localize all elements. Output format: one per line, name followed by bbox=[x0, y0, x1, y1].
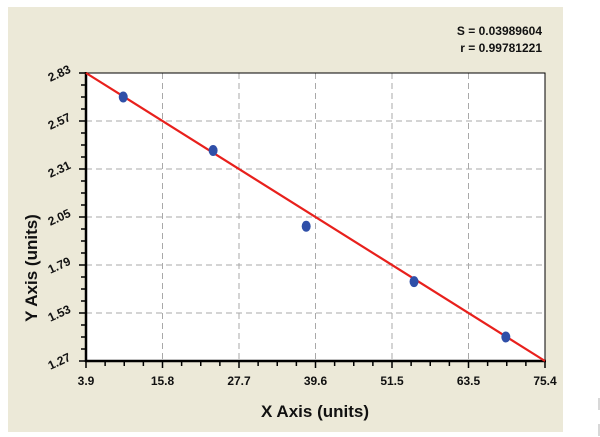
y-tick-label: 1.79 bbox=[46, 254, 73, 277]
correlation-label: r = 0.99781221 bbox=[460, 41, 542, 55]
y-tick-label: 2.57 bbox=[46, 110, 73, 133]
x-axis-title: X Axis (units) bbox=[261, 402, 369, 421]
x-tick-label: 51.5 bbox=[380, 374, 404, 388]
data-point bbox=[118, 91, 128, 103]
x-tick-label: 15.8 bbox=[151, 374, 175, 388]
edge-artifact bbox=[598, 424, 600, 436]
data-point bbox=[208, 145, 218, 157]
y-axis-title: Y Axis (units) bbox=[22, 214, 41, 322]
y-tick-label: 1.27 bbox=[46, 350, 73, 373]
x-tick-label: 27.7 bbox=[227, 374, 251, 388]
fit-statistics: S = 0.03989604 r = 0.99781221 bbox=[457, 23, 542, 57]
y-tick-label: 2.05 bbox=[46, 206, 73, 229]
regression-line bbox=[85, 72, 546, 362]
x-tick-label: 3.9 bbox=[78, 374, 95, 388]
std-error-label: S = 0.03989604 bbox=[456, 24, 542, 38]
x-tick-label: 39.6 bbox=[304, 374, 328, 388]
x-tick-label: 63.5 bbox=[457, 374, 481, 388]
edge-artifact bbox=[598, 398, 600, 410]
data-point bbox=[409, 276, 419, 288]
y-tick-label: 1.53 bbox=[46, 302, 73, 325]
y-tick-label: 2.31 bbox=[46, 158, 73, 181]
y-tick-label: 2.83 bbox=[46, 62, 73, 85]
x-tick-label: 75.4 bbox=[533, 374, 557, 388]
data-point bbox=[501, 331, 511, 343]
data-point bbox=[301, 220, 311, 232]
